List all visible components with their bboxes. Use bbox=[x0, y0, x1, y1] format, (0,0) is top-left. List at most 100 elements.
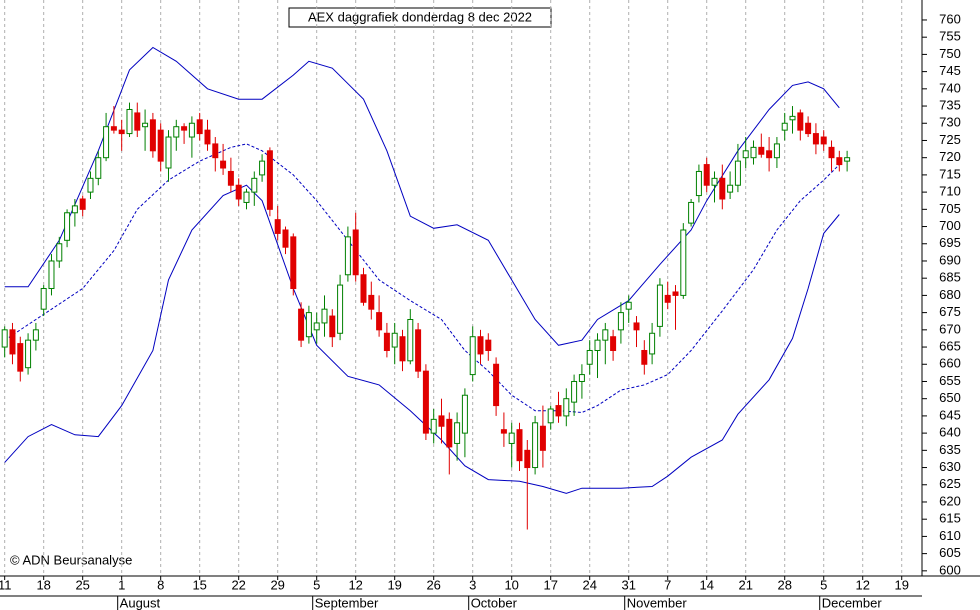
month-label: October bbox=[471, 595, 518, 610]
x-tick-label: 21 bbox=[738, 577, 752, 592]
candle-body bbox=[360, 274, 367, 303]
y-tick-label: 755 bbox=[939, 29, 961, 44]
x-tick-label: 22 bbox=[231, 577, 245, 592]
candle-body bbox=[415, 329, 422, 372]
candle-body bbox=[688, 201, 695, 224]
candle-body bbox=[298, 308, 305, 341]
x-tick-label: 18 bbox=[36, 577, 50, 592]
candle-body bbox=[243, 191, 250, 203]
candle-body bbox=[376, 312, 383, 331]
y-tick-label: 695 bbox=[939, 235, 961, 250]
candle-body bbox=[321, 308, 328, 324]
y-tick-label: 610 bbox=[939, 528, 961, 543]
x-tick-label: 25 bbox=[75, 577, 89, 592]
candle-body bbox=[48, 260, 55, 290]
y-tick-label: 700 bbox=[939, 218, 961, 233]
candle-body bbox=[500, 429, 507, 434]
candle-body bbox=[578, 374, 585, 382]
y-tick-label: 710 bbox=[939, 184, 961, 199]
x-tick-label: 10 bbox=[504, 577, 518, 592]
y-tick-label: 640 bbox=[939, 425, 961, 440]
candle-body bbox=[742, 150, 749, 159]
candle-body bbox=[773, 143, 780, 159]
candle-body bbox=[836, 157, 843, 166]
candle-body bbox=[820, 136, 827, 145]
y-tick-label: 635 bbox=[939, 442, 961, 457]
candle-body bbox=[797, 112, 804, 131]
candle-body bbox=[71, 205, 78, 214]
candle-body bbox=[110, 126, 117, 131]
bollinger-band bbox=[4, 143, 840, 414]
candle-body bbox=[516, 429, 523, 462]
candle-body bbox=[64, 212, 71, 241]
candle-body bbox=[352, 229, 359, 276]
candle-body bbox=[617, 312, 624, 331]
x-tick-label: 14 bbox=[699, 577, 713, 592]
candle-body bbox=[633, 322, 640, 331]
candle-body bbox=[594, 339, 601, 351]
x-tick-label: 19 bbox=[387, 577, 401, 592]
candle-body bbox=[734, 160, 741, 186]
y-tick-label: 675 bbox=[939, 304, 961, 319]
candle-body bbox=[118, 129, 125, 135]
candle-body bbox=[766, 150, 773, 159]
candle-body bbox=[641, 349, 648, 365]
candle-body bbox=[25, 339, 32, 369]
candle-body bbox=[672, 291, 679, 296]
candle-body bbox=[532, 422, 539, 469]
candle-body bbox=[344, 236, 351, 276]
x-tick-label: 17 bbox=[543, 577, 557, 592]
candle-body bbox=[235, 184, 242, 200]
candle-body bbox=[157, 129, 164, 162]
candle-body bbox=[524, 449, 531, 469]
candle-body bbox=[134, 112, 141, 131]
month-label: December bbox=[822, 595, 883, 610]
candle-body bbox=[477, 336, 484, 355]
y-tick-label: 620 bbox=[939, 493, 961, 508]
y-tick-label: 730 bbox=[939, 115, 961, 130]
candle-body bbox=[282, 229, 289, 248]
candle-body bbox=[493, 363, 500, 407]
candle-body bbox=[781, 122, 788, 131]
x-tick-label: 31 bbox=[621, 577, 635, 592]
candle-body bbox=[9, 329, 16, 355]
x-tick-label: 28 bbox=[777, 577, 791, 592]
candle-body bbox=[680, 229, 687, 296]
y-tick-label: 745 bbox=[939, 63, 961, 78]
candle-body bbox=[430, 418, 437, 434]
candle-body bbox=[805, 122, 812, 135]
y-tick-label: 650 bbox=[939, 390, 961, 405]
candle-body bbox=[196, 119, 203, 135]
candle-body bbox=[142, 122, 149, 128]
y-tick-label: 715 bbox=[939, 166, 961, 181]
candle-body bbox=[103, 126, 110, 159]
x-tick-label: 29 bbox=[270, 577, 284, 592]
y-tick-label: 625 bbox=[939, 476, 961, 491]
candle-body bbox=[547, 408, 554, 424]
y-tick-label: 655 bbox=[939, 373, 961, 388]
x-tick-label: 12 bbox=[348, 577, 362, 592]
candle-body bbox=[422, 370, 429, 434]
candle-body bbox=[812, 133, 819, 145]
candle-body bbox=[290, 236, 297, 290]
candle-body bbox=[695, 170, 702, 197]
candle-body bbox=[649, 332, 656, 355]
candle-body bbox=[625, 301, 632, 310]
y-tick-label: 735 bbox=[939, 97, 961, 112]
candle-body bbox=[149, 119, 156, 152]
candle-body bbox=[1, 329, 8, 348]
candle-body bbox=[750, 146, 757, 159]
candle-body bbox=[454, 422, 461, 444]
month-label: November bbox=[627, 595, 688, 610]
candle-body bbox=[40, 288, 47, 310]
candle-body bbox=[95, 157, 102, 179]
y-tick-label: 665 bbox=[939, 338, 961, 353]
candle-body bbox=[212, 143, 219, 159]
y-tick-label: 725 bbox=[939, 132, 961, 147]
candle-body bbox=[165, 136, 172, 169]
candle-body bbox=[656, 284, 663, 327]
y-tick-label: 750 bbox=[939, 46, 961, 61]
candle-body bbox=[555, 405, 562, 417]
